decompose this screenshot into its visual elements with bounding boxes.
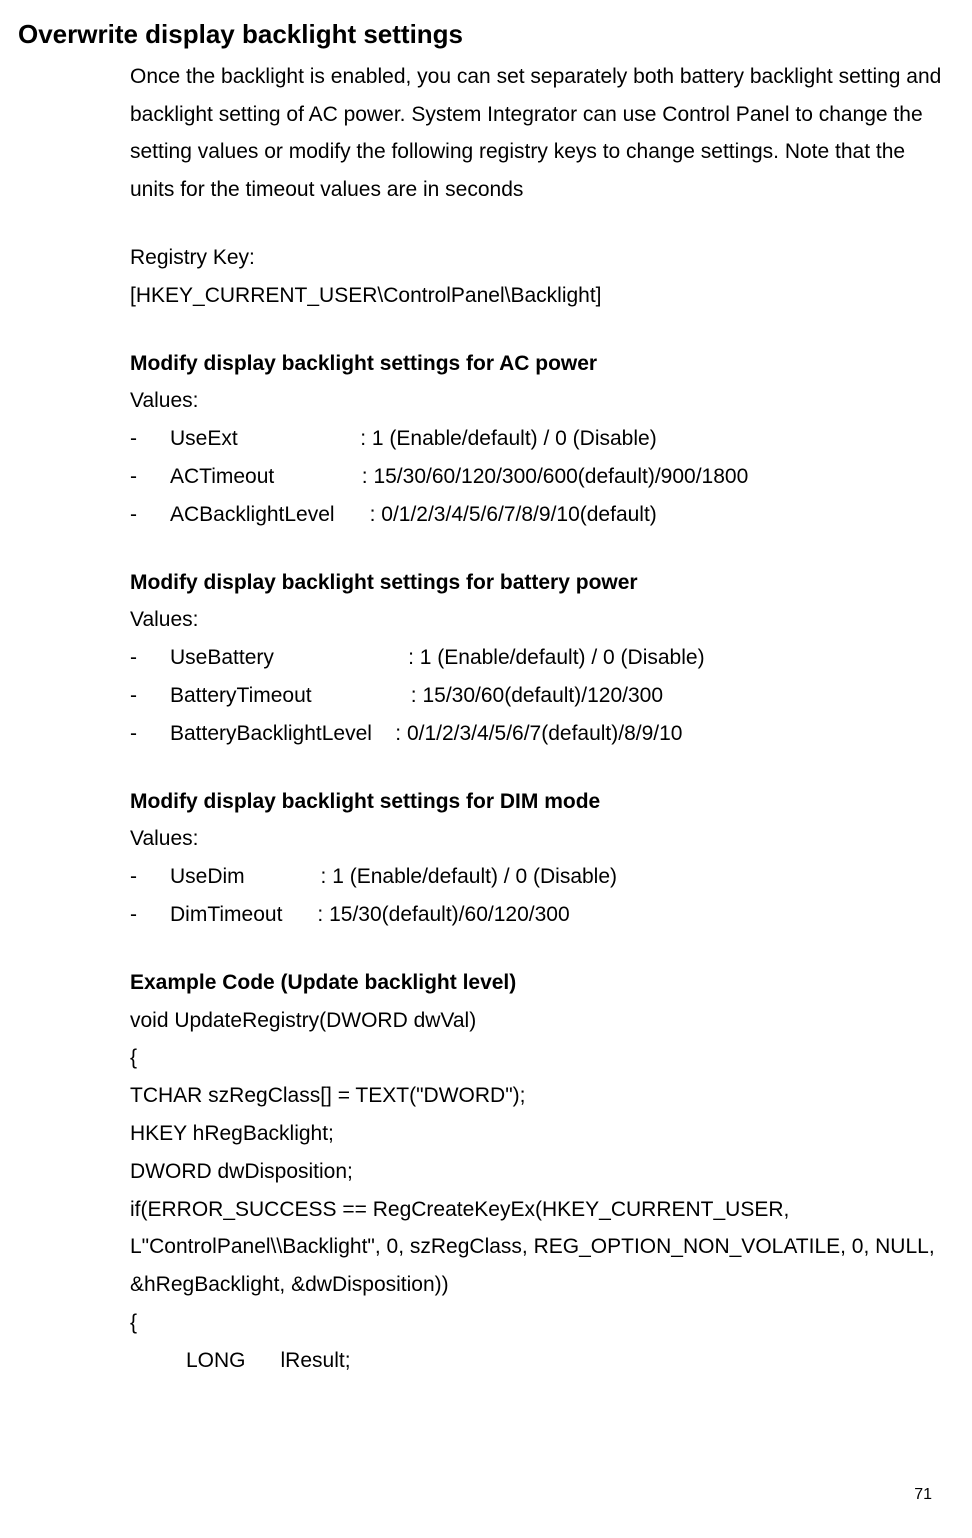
value-desc: : 1 (Enable/default) / 0 (Disable) <box>360 420 944 458</box>
dim-section-header: Modify display backlight settings for DI… <box>130 783 944 859</box>
value-desc: : 15/30(default)/60/120/300 <box>317 896 944 934</box>
registry-label: Registry Key: <box>130 239 944 277</box>
list-item: - ACBacklightLevel : 0/1/2/3/4/5/6/7/8/9… <box>130 496 944 534</box>
registry-path: [HKEY_CURRENT_USER\ControlPanel\Backligh… <box>130 277 944 315</box>
dash-marker: - <box>130 458 170 496</box>
page-number: 71 <box>914 1481 932 1510</box>
dash-marker: - <box>130 677 170 715</box>
value-desc: : 15/30/60(default)/120/300 <box>411 677 944 715</box>
code-line: { <box>130 1304 944 1342</box>
page: Overwrite display backlight settings Onc… <box>18 18 944 1518</box>
dash-marker: - <box>130 715 170 753</box>
code-line: if(ERROR_SUCCESS == RegCreateKeyEx(HKEY_… <box>130 1191 944 1304</box>
ac-title: Modify display backlight settings for AC… <box>130 345 944 383</box>
list-item: - DimTimeout : 15/30(default)/60/120/300 <box>130 896 944 934</box>
list-item: - BatteryTimeout : 15/30/60(default)/120… <box>130 677 944 715</box>
dash-marker: - <box>130 896 170 934</box>
example-code-block: Example Code (Update backlight level) vo… <box>130 964 944 1380</box>
value-key: UseBattery <box>170 639 408 677</box>
dim-values-list: - UseDim : 1 (Enable/default) / 0 (Disab… <box>130 858 944 934</box>
intro-paragraph: Once the backlight is enabled, you can s… <box>130 58 944 209</box>
dash-marker: - <box>130 858 170 896</box>
value-desc: : 1 (Enable/default) / 0 (Disable) <box>321 858 944 896</box>
ac-values-list: - UseExt : 1 (Enable/default) / 0 (Disab… <box>130 420 944 533</box>
page-title: Overwrite display backlight settings <box>18 18 944 52</box>
value-desc: : 0/1/2/3/4/5/6/7/8/9/10(default) <box>370 496 944 534</box>
registry-block: Registry Key: [HKEY_CURRENT_USER\Control… <box>130 239 944 315</box>
battery-title: Modify display backlight settings for ba… <box>130 564 944 602</box>
battery-values-label: Values: <box>130 601 944 639</box>
list-item: - UseBattery : 1 (Enable/default) / 0 (D… <box>130 639 944 677</box>
list-item: - UseDim : 1 (Enable/default) / 0 (Disab… <box>130 858 944 896</box>
dim-title: Modify display backlight settings for DI… <box>130 783 944 821</box>
dim-values-label: Values: <box>130 820 944 858</box>
list-item: - UseExt : 1 (Enable/default) / 0 (Disab… <box>130 420 944 458</box>
dash-marker: - <box>130 420 170 458</box>
dash-marker: - <box>130 639 170 677</box>
value-desc: : 0/1/2/3/4/5/6/7(default)/8/9/10 <box>395 715 944 753</box>
value-key: BatteryBacklightLevel <box>170 715 395 753</box>
ac-values-label: Values: <box>130 382 944 420</box>
example-title: Example Code (Update backlight level) <box>130 964 944 1002</box>
dash-marker: - <box>130 496 170 534</box>
value-key: ACBacklightLevel <box>170 496 370 534</box>
value-key: UseExt <box>170 420 360 458</box>
battery-values-list: - UseBattery : 1 (Enable/default) / 0 (D… <box>130 639 944 752</box>
list-item: - ACTimeout : 15/30/60/120/300/600(defau… <box>130 458 944 496</box>
value-key: UseDim <box>170 858 321 896</box>
code-line: void UpdateRegistry(DWORD dwVal) <box>130 1002 944 1040</box>
code-line: { <box>130 1039 944 1077</box>
value-key: DimTimeout <box>170 896 317 934</box>
code-line: HKEY hRegBacklight; <box>130 1115 944 1153</box>
value-desc: : 15/30/60/120/300/600(default)/900/1800 <box>362 458 944 496</box>
value-desc: : 1 (Enable/default) / 0 (Disable) <box>408 639 944 677</box>
battery-section-header: Modify display backlight settings for ba… <box>130 564 944 640</box>
code-line-indented: LONG lResult; <box>130 1342 944 1380</box>
value-key: ACTimeout <box>170 458 362 496</box>
code-line: DWORD dwDisposition; <box>130 1153 944 1191</box>
value-key: BatteryTimeout <box>170 677 411 715</box>
code-line: TCHAR szRegClass[] = TEXT("DWORD"); <box>130 1077 944 1115</box>
ac-section-header: Modify display backlight settings for AC… <box>130 345 944 421</box>
list-item: - BatteryBacklightLevel : 0/1/2/3/4/5/6/… <box>130 715 944 753</box>
